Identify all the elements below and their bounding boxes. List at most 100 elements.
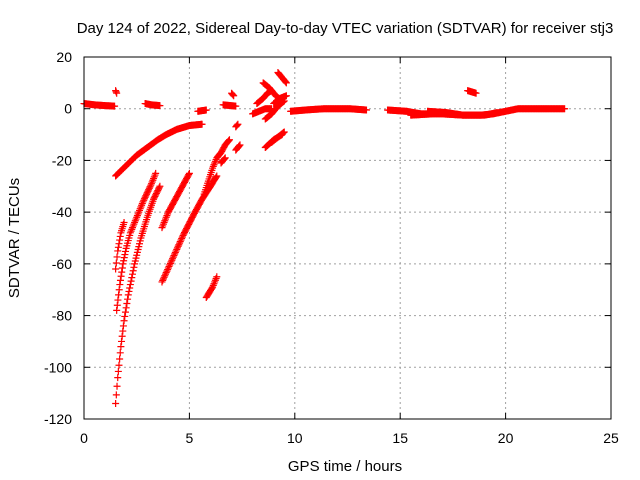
data-point	[118, 337, 126, 345]
data-point	[150, 173, 158, 181]
data-point	[125, 287, 133, 295]
data-point	[162, 213, 170, 221]
data-point	[169, 253, 177, 261]
data-point	[144, 187, 152, 195]
data-point	[124, 295, 132, 303]
data-point	[225, 136, 233, 144]
data-point	[161, 272, 169, 280]
data-point	[126, 281, 134, 289]
data-point	[210, 280, 218, 288]
data-point	[133, 213, 141, 221]
data-point	[159, 275, 167, 283]
data-point	[198, 120, 206, 128]
data-point	[112, 391, 120, 399]
x-axis-label: GPS time / hours	[288, 458, 402, 475]
data-point	[156, 182, 164, 190]
data-point	[160, 218, 168, 226]
data-point	[116, 232, 124, 240]
data-point	[225, 137, 233, 145]
data-point	[171, 250, 179, 258]
data-point	[120, 257, 128, 265]
y-tick-label: -100	[44, 359, 72, 375]
data-point	[493, 109, 501, 117]
data-point	[118, 268, 126, 276]
data-point	[165, 262, 173, 270]
data-point	[209, 281, 217, 289]
data-point	[120, 218, 128, 226]
series-arc-features-8-10-h	[228, 69, 290, 151]
data-point	[178, 235, 186, 243]
data-point	[118, 264, 126, 272]
data-point	[148, 178, 156, 186]
data-point	[151, 171, 159, 179]
data-point	[136, 205, 144, 213]
data-point	[173, 245, 181, 253]
data-point	[129, 267, 137, 275]
y-tick-label: -20	[52, 152, 72, 168]
data-point	[221, 154, 229, 162]
data-point	[128, 225, 136, 233]
data-point	[130, 220, 138, 228]
data-point	[233, 121, 241, 129]
data-point	[280, 128, 288, 136]
data-point	[140, 196, 148, 204]
data-point	[121, 312, 129, 320]
data-point	[142, 192, 150, 200]
series-upper-recovery-arc	[112, 87, 244, 180]
data-point	[126, 229, 134, 237]
data-point	[211, 278, 219, 286]
data-point	[161, 217, 169, 225]
data-point	[472, 89, 480, 97]
x-tick-label: 10	[287, 430, 303, 446]
data-point	[140, 195, 148, 203]
plot-frame	[83, 56, 612, 420]
x-tick-label: 5	[186, 430, 194, 446]
data-point	[149, 176, 157, 184]
data-point	[150, 175, 158, 183]
data-point	[128, 224, 136, 232]
data-point	[163, 267, 171, 275]
data-point	[131, 217, 139, 225]
data-point	[146, 183, 154, 191]
data-point	[113, 306, 121, 314]
data-point	[282, 79, 290, 87]
data-point	[158, 278, 166, 286]
data-point	[112, 259, 120, 267]
data-point	[211, 157, 219, 165]
axis-ticks: 0 5 10 15 20 25 -120 -100 -80 -60 -40 -20 0 20	[44, 49, 619, 446]
data-point	[112, 399, 120, 407]
data-point	[116, 355, 124, 363]
data-point	[281, 77, 289, 85]
data-point	[228, 90, 236, 98]
data-point	[128, 270, 136, 278]
data-point	[229, 91, 237, 99]
data-point	[135, 208, 143, 216]
data-point	[116, 281, 124, 289]
data-point	[141, 193, 149, 201]
data-point	[235, 143, 243, 151]
data-point	[127, 277, 135, 285]
data-point	[143, 190, 151, 198]
data-point	[131, 218, 139, 226]
data-point	[170, 252, 178, 260]
data-point	[174, 242, 182, 250]
x-tick-label: 20	[498, 430, 514, 446]
y-tick-label: 20	[56, 49, 72, 65]
data-point	[224, 137, 232, 145]
data-point	[209, 164, 217, 172]
data-point	[128, 274, 136, 282]
data-point	[111, 102, 119, 110]
data-point	[127, 227, 135, 235]
data-point	[133, 212, 141, 220]
data-point	[145, 184, 153, 192]
data-point	[124, 291, 132, 299]
data-point	[139, 198, 147, 206]
data-point	[116, 236, 124, 244]
data-points	[80, 69, 569, 407]
data-point	[145, 186, 153, 194]
data-point	[162, 269, 170, 277]
y-tick-label: 0	[64, 101, 72, 117]
data-point	[116, 349, 124, 357]
data-point	[162, 270, 170, 278]
